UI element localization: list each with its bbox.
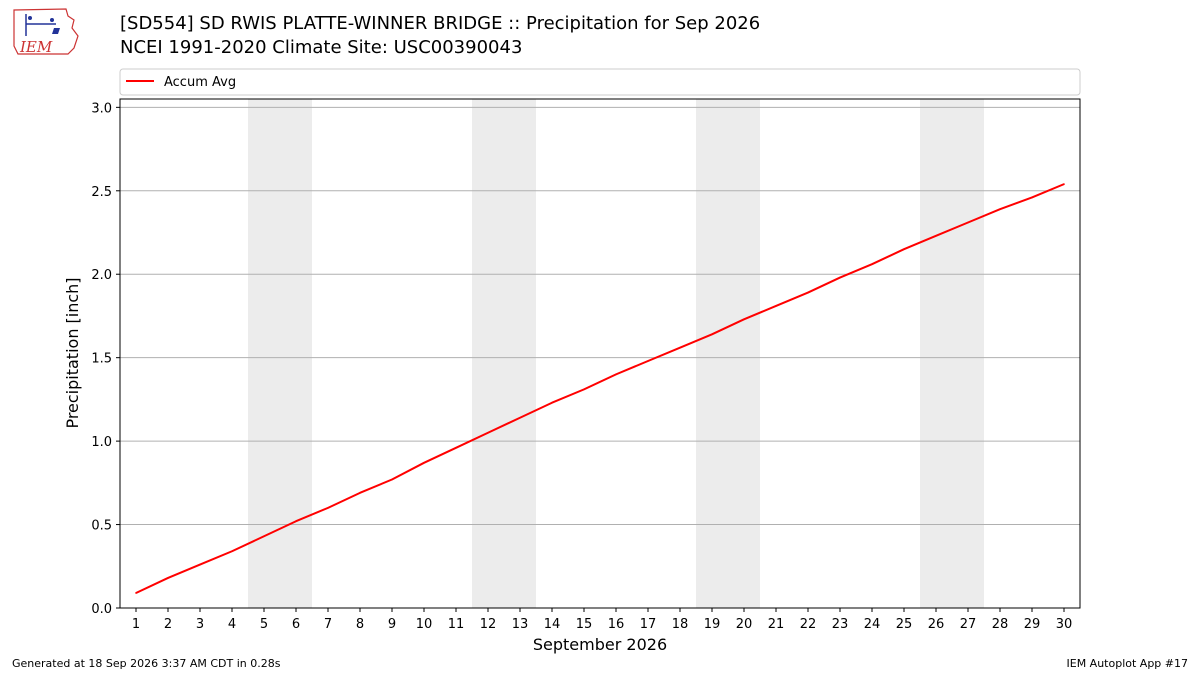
x-tick-label: 13 [512, 617, 529, 632]
x-tick-label: 14 [544, 617, 561, 632]
data-point [359, 492, 361, 494]
data-point [679, 346, 681, 349]
weekend-band [472, 99, 504, 608]
x-tick-label: 21 [768, 617, 785, 632]
data-point [487, 431, 489, 434]
weekend-band [728, 99, 760, 608]
y-tick-label: 3.0 [91, 101, 112, 116]
generated-timestamp: Generated at 18 Sep 2026 3:37 AM CDT in … [12, 657, 281, 670]
data-point [263, 535, 265, 538]
x-tick-label: 8 [356, 617, 364, 632]
data-point [743, 318, 745, 321]
data-point [615, 373, 617, 376]
weekend-band [696, 99, 728, 608]
x-tick-label: 23 [832, 617, 849, 632]
weekend-bands [248, 99, 984, 608]
data-point [199, 563, 201, 566]
y-tick-label: 0.0 [91, 602, 112, 617]
logo-text: IEM [19, 38, 53, 56]
x-tick-label: 2 [164, 617, 172, 632]
series-line-accum-avg [135, 183, 1065, 594]
x-tick-label: 10 [416, 617, 433, 632]
data-point [583, 388, 585, 391]
x-axis: 1 2 3 4 5 6 7 8 9 10 11 12 13 14 15 16 17 18 19 20 21 22 23 24 2… [132, 608, 1072, 632]
data-point [871, 263, 873, 266]
x-tick-label: 3 [196, 617, 204, 632]
data-point [327, 507, 329, 509]
x-tick-label: 20 [736, 617, 753, 632]
data-point [711, 333, 713, 336]
data-point [295, 520, 297, 523]
legend-box [119, 68, 1081, 96]
x-tick-label: 9 [388, 617, 396, 632]
x-tick-label: 7 [324, 617, 332, 632]
data-point [935, 235, 937, 237]
y-tick-label: 1.5 [91, 352, 112, 367]
x-tick-label: 17 [640, 617, 657, 632]
x-tick-label: 4 [228, 617, 236, 632]
y-axis: 0.0 0.5 1.0 1.5 2.0 2.5 3.0 [91, 101, 120, 617]
data-point [167, 577, 169, 579]
iem-logo-icon: IEM [13, 8, 79, 56]
data-point [391, 478, 393, 481]
data-point [775, 305, 777, 307]
x-tick-label: 27 [960, 617, 977, 632]
data-point [1063, 183, 1065, 185]
y-tick-label: 2.0 [91, 268, 112, 283]
x-tick-label: 26 [928, 617, 945, 632]
legend-label: Accum Avg [164, 75, 236, 90]
x-tick-label: 29 [1024, 617, 1041, 632]
x-tick-label: 22 [800, 617, 817, 632]
plot-frame [119, 98, 1081, 609]
x-tick-label: 6 [292, 617, 300, 632]
weekend-band [248, 99, 280, 608]
data-point [999, 208, 1001, 210]
data-point [135, 592, 137, 594]
y-tick-label: 0.5 [91, 519, 112, 534]
x-tick-label: 5 [260, 617, 268, 632]
x-tick-label: 15 [576, 617, 593, 632]
data-point [519, 416, 521, 419]
chart-title: [SD554] SD RWIS PLATTE-WINNER BRIDGE :: … [120, 13, 761, 34]
x-tick-label: 30 [1056, 617, 1073, 632]
data-point [423, 462, 425, 464]
data-point [839, 276, 841, 279]
y-axis-label: Precipitation [inch] [63, 277, 82, 428]
weekend-band [920, 99, 952, 608]
weekend-band [280, 99, 312, 608]
series-layer [135, 183, 1065, 594]
data-point [647, 360, 649, 362]
x-tick-label: 16 [608, 617, 625, 632]
data-point [455, 446, 457, 449]
x-tick-label: 1 [132, 617, 140, 632]
weekend-band [952, 99, 984, 608]
data-point [967, 221, 969, 224]
x-tick-label: 19 [704, 617, 721, 632]
legend: Accum Avg [119, 68, 1081, 96]
y-tick-label: 1.0 [91, 435, 112, 450]
x-tick-label: 25 [896, 617, 913, 632]
data-point [231, 550, 233, 553]
data-point [551, 401, 553, 404]
app-id-label: IEM Autoplot App #17 [1066, 657, 1189, 670]
data-point [807, 291, 809, 294]
x-tick-label: 18 [672, 617, 689, 632]
x-axis-label: September 2026 [533, 635, 667, 654]
x-tick-label: 11 [448, 617, 465, 632]
chart-subtitle: NCEI 1991-2020 Climate Site: USC00390043 [120, 37, 523, 58]
data-point [1031, 196, 1033, 199]
y-tick-label: 2.5 [91, 185, 112, 200]
x-tick-label: 28 [992, 617, 1009, 632]
x-tick-label: 12 [480, 617, 497, 632]
weekend-band [504, 99, 536, 608]
x-tick-label: 24 [864, 617, 881, 632]
data-point [903, 248, 905, 250]
